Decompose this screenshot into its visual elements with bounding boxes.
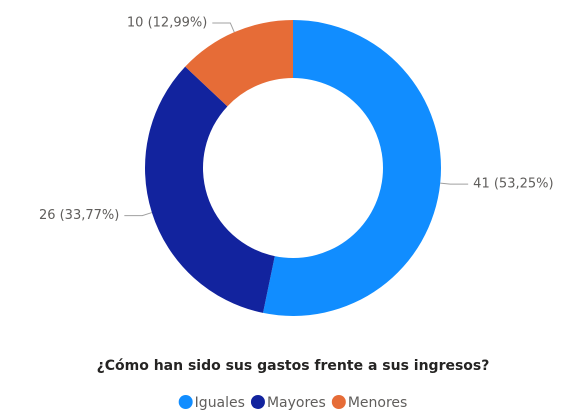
data-label: 10 (12,99%) — [127, 15, 207, 30]
legend-marker — [331, 395, 346, 409]
legend-marker — [250, 395, 265, 409]
data-label: 41 (53,25%) — [473, 177, 553, 192]
chart-title: ¿Cómo han sido sus gastos frente a sus i… — [97, 358, 490, 374]
legend-label: Menores — [348, 395, 408, 411]
leader-line — [212, 22, 235, 33]
legend-label: Mayores — [267, 395, 326, 411]
data-label: 26 (33,77%) — [39, 208, 119, 223]
legend-label: Iguales — [195, 395, 245, 411]
donut-slice — [263, 20, 441, 316]
donut-slice — [144, 66, 275, 313]
leader-line — [440, 182, 469, 185]
donut-slice — [185, 20, 293, 107]
leader-line — [124, 212, 153, 217]
legend-marker — [178, 395, 193, 409]
